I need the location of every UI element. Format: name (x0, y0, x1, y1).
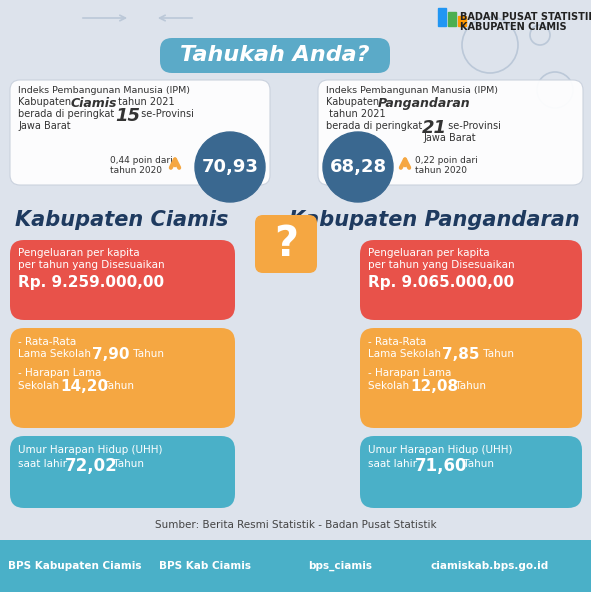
Text: - Rata-Rata: - Rata-Rata (18, 337, 76, 347)
Text: Pengeluaran per kapita: Pengeluaran per kapita (368, 248, 489, 258)
Text: saat lahir: saat lahir (368, 459, 420, 469)
Text: Tahun: Tahun (110, 459, 144, 469)
FancyBboxPatch shape (360, 328, 582, 428)
Text: - Rata-Rata: - Rata-Rata (368, 337, 426, 347)
Text: - Harapan Lama: - Harapan Lama (18, 368, 102, 378)
Text: Rp. 9.259.000,00: Rp. 9.259.000,00 (18, 275, 164, 290)
Text: Indeks Pembangunan Manusia (IPM): Indeks Pembangunan Manusia (IPM) (326, 86, 498, 95)
FancyBboxPatch shape (160, 38, 390, 73)
Text: 68,28: 68,28 (329, 158, 387, 176)
Text: BADAN PUSAT STATISTIK: BADAN PUSAT STATISTIK (460, 12, 591, 22)
Text: tahun 2021: tahun 2021 (326, 109, 385, 119)
Text: Tahun: Tahun (460, 459, 494, 469)
Text: Sumber: Berita Resmi Statistik - Badan Pusat Statistik: Sumber: Berita Resmi Statistik - Badan P… (155, 520, 436, 530)
FancyBboxPatch shape (0, 540, 591, 592)
Text: se-Provinsi: se-Provinsi (445, 121, 501, 131)
FancyBboxPatch shape (360, 240, 582, 320)
Text: Umur Harapan Hidup (UHH): Umur Harapan Hidup (UHH) (18, 445, 163, 455)
Text: Rp. 9.065.000,00: Rp. 9.065.000,00 (368, 275, 514, 290)
FancyBboxPatch shape (318, 80, 583, 185)
Text: Ciamis: Ciamis (71, 97, 118, 110)
Text: Lama Sekolah: Lama Sekolah (18, 349, 94, 359)
Text: Umur Harapan Hidup (UHH): Umur Harapan Hidup (UHH) (368, 445, 512, 455)
Text: Tahun: Tahun (480, 349, 514, 359)
Text: Jawa Barat: Jawa Barat (18, 121, 71, 131)
Text: ?: ? (274, 223, 298, 265)
Text: Lama Sekolah: Lama Sekolah (368, 349, 444, 359)
Text: Jawa Barat: Jawa Barat (424, 133, 476, 143)
Text: Pangandaran: Pangandaran (378, 97, 470, 110)
Text: 7,90: 7,90 (92, 347, 129, 362)
Text: berada di peringkat: berada di peringkat (326, 121, 426, 131)
Text: Tahukah Anda?: Tahukah Anda? (180, 45, 370, 65)
Text: 72,02: 72,02 (65, 457, 118, 475)
Bar (458, 16, 466, 26)
FancyBboxPatch shape (360, 436, 582, 508)
Text: 70,93: 70,93 (202, 158, 258, 176)
Bar (438, 8, 446, 26)
Text: tahun 2021: tahun 2021 (115, 97, 174, 107)
Text: Pengeluaran per kapita: Pengeluaran per kapita (18, 248, 139, 258)
Text: BPS Kabupaten Ciamis: BPS Kabupaten Ciamis (8, 561, 142, 571)
Text: - Harapan Lama: - Harapan Lama (368, 368, 452, 378)
Text: ciamiskab.bps.go.id: ciamiskab.bps.go.id (431, 561, 549, 571)
Circle shape (195, 132, 265, 202)
Text: per tahun yang Disesuaikan: per tahun yang Disesuaikan (18, 260, 165, 270)
Text: Kabupaten Pangandaran: Kabupaten Pangandaran (289, 210, 580, 230)
Text: BPS Kab Ciamis: BPS Kab Ciamis (159, 561, 251, 571)
FancyBboxPatch shape (10, 80, 270, 185)
Text: Kabupaten Ciamis: Kabupaten Ciamis (15, 210, 228, 230)
Text: 0,22 poin dari
tahun 2020: 0,22 poin dari tahun 2020 (415, 156, 478, 175)
Text: per tahun yang Disesuaikan: per tahun yang Disesuaikan (368, 260, 515, 270)
Text: bps_ciamis: bps_ciamis (308, 561, 372, 571)
Bar (448, 12, 456, 26)
FancyBboxPatch shape (10, 436, 235, 508)
Text: Sekolah: Sekolah (18, 381, 63, 391)
Text: Tahun: Tahun (452, 381, 486, 391)
FancyBboxPatch shape (255, 215, 317, 273)
Text: Kabupaten: Kabupaten (326, 97, 382, 107)
FancyBboxPatch shape (10, 240, 235, 320)
Text: Kabupaten: Kabupaten (18, 97, 74, 107)
Text: berada di peringkat: berada di peringkat (18, 109, 118, 119)
Text: 21: 21 (422, 119, 447, 137)
Text: saat lahir: saat lahir (18, 459, 70, 469)
Text: Indeks Pembangunan Manusia (IPM): Indeks Pembangunan Manusia (IPM) (18, 86, 190, 95)
Circle shape (323, 132, 393, 202)
Text: KABUPATEN CIAMIS: KABUPATEN CIAMIS (460, 22, 567, 32)
Text: 71,60: 71,60 (415, 457, 467, 475)
Text: 0,44 poin dari
tahun 2020: 0,44 poin dari tahun 2020 (110, 156, 173, 175)
Text: 12,08: 12,08 (410, 379, 458, 394)
Text: 15: 15 (115, 107, 140, 125)
Text: 14,20: 14,20 (60, 379, 108, 394)
Text: 7,85: 7,85 (442, 347, 479, 362)
Text: se-Provinsi: se-Provinsi (138, 109, 194, 119)
FancyBboxPatch shape (10, 328, 235, 428)
Text: Tahun: Tahun (130, 349, 164, 359)
Text: Tahun: Tahun (100, 381, 134, 391)
Text: Sekolah: Sekolah (368, 381, 413, 391)
